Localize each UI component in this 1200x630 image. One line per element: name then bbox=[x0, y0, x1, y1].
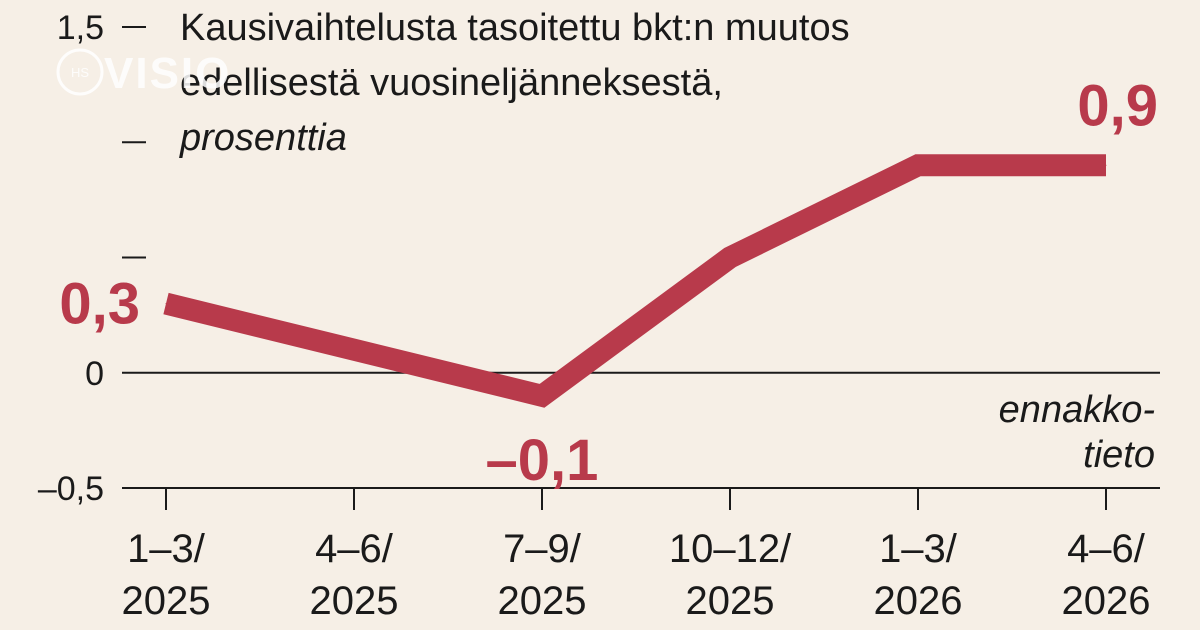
svg-text:VISIO: VISIO bbox=[104, 49, 231, 98]
data-label: –0,1 bbox=[486, 428, 599, 493]
y-tick-label: –0,5 bbox=[38, 470, 104, 508]
axes: 1,5 0 –0,5 1–3/2025 4–6/2025 7–9/2025 10–12/20… bbox=[38, 9, 1160, 623]
series-layer bbox=[163, 154, 1107, 408]
data-point bbox=[165, 303, 167, 305]
data-point bbox=[541, 395, 543, 397]
data-label: 0,9 bbox=[1077, 73, 1158, 138]
data-label: 0,3 bbox=[59, 272, 140, 337]
gdp-series-line bbox=[163, 154, 1106, 408]
data-point bbox=[353, 349, 355, 351]
x-tick-label: 4–6/2026 bbox=[1062, 527, 1151, 623]
data-point bbox=[917, 164, 919, 166]
preliminary-note-line-2: tieto bbox=[1083, 434, 1155, 476]
y-tick-label: 0 bbox=[85, 355, 104, 393]
x-tick-label: 1–3/2026 bbox=[874, 527, 963, 623]
chart-unit-label: prosenttia bbox=[179, 117, 347, 159]
x-tick-label: 4–6/2025 bbox=[310, 527, 399, 623]
svg-text:HS: HS bbox=[71, 65, 89, 80]
x-tick-label: 10–12/2025 bbox=[669, 527, 792, 623]
y-tick-label: 1,5 bbox=[57, 9, 104, 47]
labels-layer: 0,3 –0,1 0,9 bbox=[59, 73, 1158, 493]
preliminary-note-line-1: ennakko- bbox=[999, 389, 1155, 431]
x-tick-label: 1–3/2025 bbox=[122, 527, 211, 623]
watermark-logo: HS VISIO bbox=[56, 48, 231, 98]
chart-title-line-1: Kausivaihtelusta tasoitettu bkt:n muutos bbox=[180, 7, 850, 49]
chart-title-line-2: edellisestä vuosineljänneksestä, bbox=[180, 62, 723, 104]
data-point bbox=[1105, 164, 1107, 166]
data-point bbox=[729, 257, 731, 258]
x-tick-label: 7–9/2025 bbox=[498, 527, 587, 623]
